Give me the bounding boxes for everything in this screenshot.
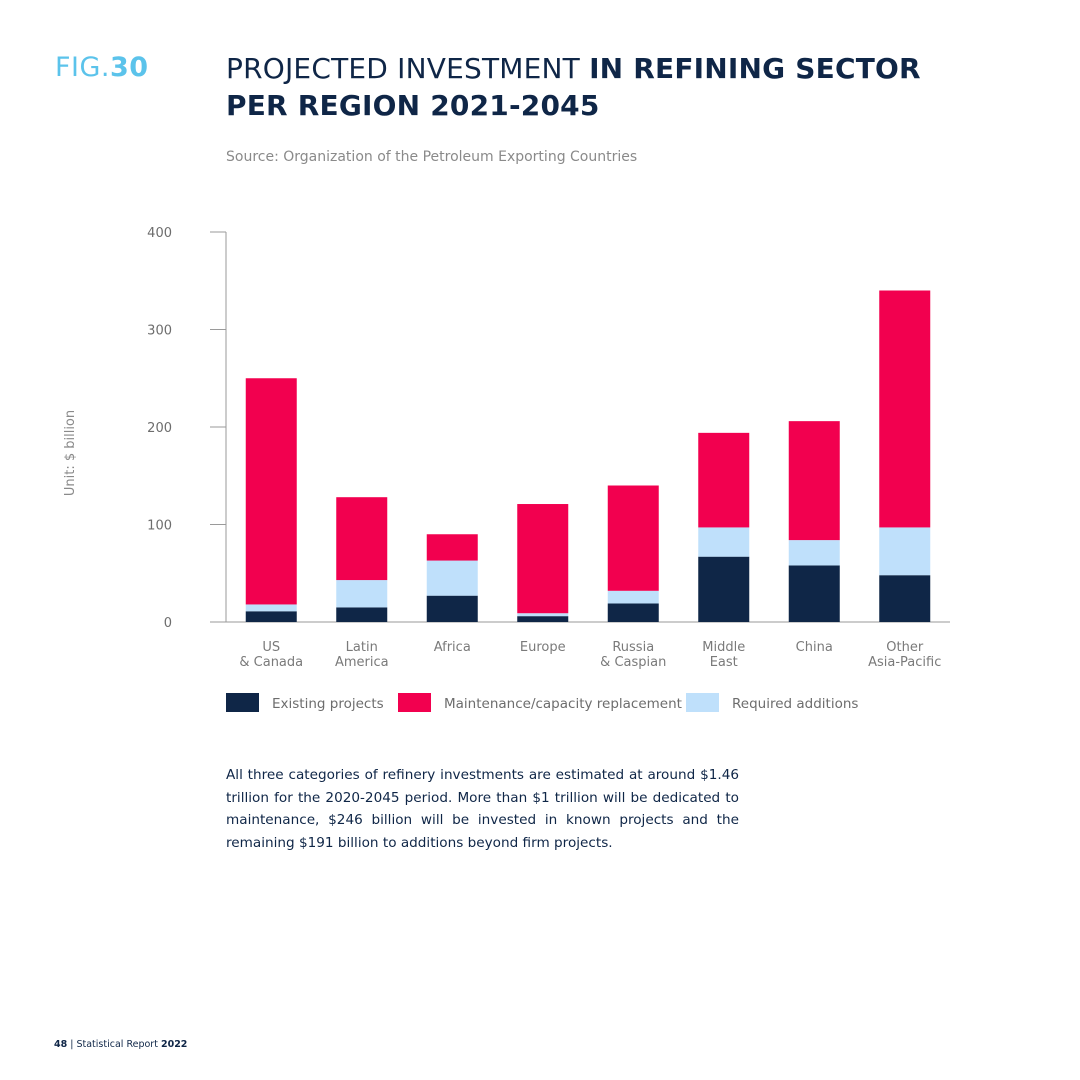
title-bold: IN REFINING SECTOR PER REGION 2021-2045 — [226, 52, 921, 122]
legend-swatch — [226, 693, 259, 712]
fig-number: 30 — [110, 52, 149, 83]
x-tick-label: Other Asia-Pacific — [868, 640, 941, 670]
bar-segment — [607, 485, 659, 591]
x-tick-label: US & Canada — [239, 640, 303, 670]
page-number: 48 — [54, 1039, 68, 1050]
y-tick-label: 0 — [164, 616, 172, 631]
bar-segment — [607, 590, 659, 604]
bar-segment — [698, 527, 750, 557]
footer-separator: | — [67, 1039, 77, 1050]
y-axis-label: Unit: $ billion — [63, 410, 78, 496]
title-light: PROJECTED INVESTMENT — [226, 52, 590, 85]
bar-segment — [245, 604, 297, 612]
bar-segment — [245, 378, 297, 605]
bar-segment — [336, 607, 388, 622]
bar-segment — [517, 613, 569, 617]
bar-segment — [517, 616, 569, 622]
x-tick-label: Latin America — [335, 640, 389, 670]
bar-segment — [698, 556, 750, 622]
bar-segment — [426, 560, 478, 596]
bar-segment — [336, 497, 388, 581]
fig-prefix: FIG. — [55, 52, 110, 83]
x-tick-label: Europe — [520, 640, 566, 655]
page-footer: 48 | Statistical Report 2022 — [54, 1039, 187, 1050]
bar-segment — [879, 290, 931, 528]
bar-chart: 0 100 200 300 400 Unit: $ billion US & Canada La… — [63, 226, 950, 712]
bar-segment — [788, 421, 840, 541]
y-tick-label: 400 — [147, 226, 172, 241]
bar-segment — [788, 540, 840, 566]
legend-label: Existing projects — [272, 696, 384, 712]
bar-segment — [698, 432, 750, 528]
bar-segment — [607, 603, 659, 622]
bar-segment — [879, 575, 931, 622]
report-name: Statistical Report — [76, 1039, 161, 1050]
chart-source: Source: Organization of the Petroleum Ex… — [226, 149, 638, 165]
y-tick-label: 100 — [147, 519, 172, 534]
figure-number: FIG.30 — [55, 52, 149, 83]
bar-segment — [426, 595, 478, 622]
bar-segment — [879, 527, 931, 576]
description-paragraph: All three categories of refinery investm… — [226, 767, 739, 851]
report-year: 2022 — [160, 1039, 188, 1050]
bar-segment — [426, 534, 478, 561]
bar-segment — [245, 611, 297, 622]
legend-swatch — [398, 693, 431, 712]
x-tick-label: Russia & Caspian — [600, 640, 666, 670]
bar-segment — [788, 565, 840, 622]
bar-segment — [517, 504, 569, 614]
x-tick-label: Middle East — [702, 640, 745, 670]
x-tick-label: Africa — [434, 640, 471, 655]
x-tick-label: China — [796, 640, 833, 655]
legend-swatch — [686, 693, 719, 712]
legend-label: Maintenance/capacity replacement — [444, 696, 682, 712]
bar-segment — [336, 580, 388, 608]
y-tick-label: 200 — [147, 421, 172, 436]
legend-label: Required additions — [732, 696, 858, 712]
y-tick-label: 300 — [147, 324, 172, 339]
chart-title: PROJECTED INVESTMENT IN REFINING SECTOR … — [226, 50, 986, 124]
